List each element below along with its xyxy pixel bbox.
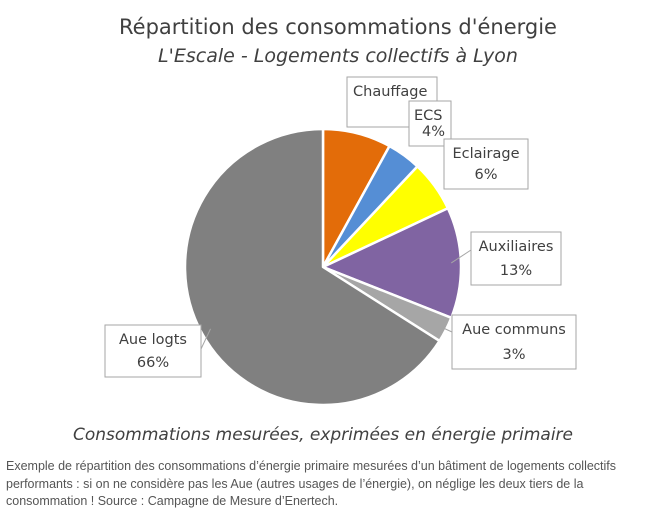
pie-slice-auxiliaires xyxy=(321,206,463,320)
leader-line xyxy=(437,324,453,333)
slice-category-label: Chauffage xyxy=(353,84,427,100)
slice-category-label: ECS xyxy=(414,108,443,124)
data-label-box xyxy=(104,324,202,378)
slice-value-label: 4% xyxy=(422,124,445,140)
chart-title: Répartition des consommations d'énergie xyxy=(119,15,557,39)
label-leaders xyxy=(200,249,472,350)
data-label-box xyxy=(443,138,529,190)
leader-line xyxy=(200,328,211,350)
chart-subtitle: L'Escale - Logements collectifs à Lyon xyxy=(158,45,518,67)
chart-footer: Consommations mesurées, exprimées en éne… xyxy=(73,425,573,445)
slice-category-label: Aue communs xyxy=(462,322,566,338)
data-label-box xyxy=(451,314,577,370)
slice-category-label: Eclairage xyxy=(452,146,519,162)
slice-value-label: 13% xyxy=(500,263,532,279)
figure-caption: Exemple de répartition des consommations… xyxy=(6,459,617,508)
slice-category-label: Auxiliaires xyxy=(479,239,554,255)
pie-chart-svg: Répartition des consommations d'énergie … xyxy=(73,15,577,445)
pie-chart: Répartition des consommations d'énergie … xyxy=(73,15,577,445)
slice-value-label: 66% xyxy=(137,355,169,371)
leader-line xyxy=(451,249,472,264)
pie-slice-aue-logts xyxy=(183,127,441,407)
pie-slices xyxy=(183,127,463,407)
slice-value-label: 6% xyxy=(474,167,497,183)
slice-category-label: Aue logts xyxy=(119,332,187,348)
data-label-box xyxy=(470,231,562,286)
slice-value-label: 3% xyxy=(502,347,525,363)
slice-labels: Chauffage8%ECS4%Eclairage6%Auxiliaires13… xyxy=(104,76,577,378)
